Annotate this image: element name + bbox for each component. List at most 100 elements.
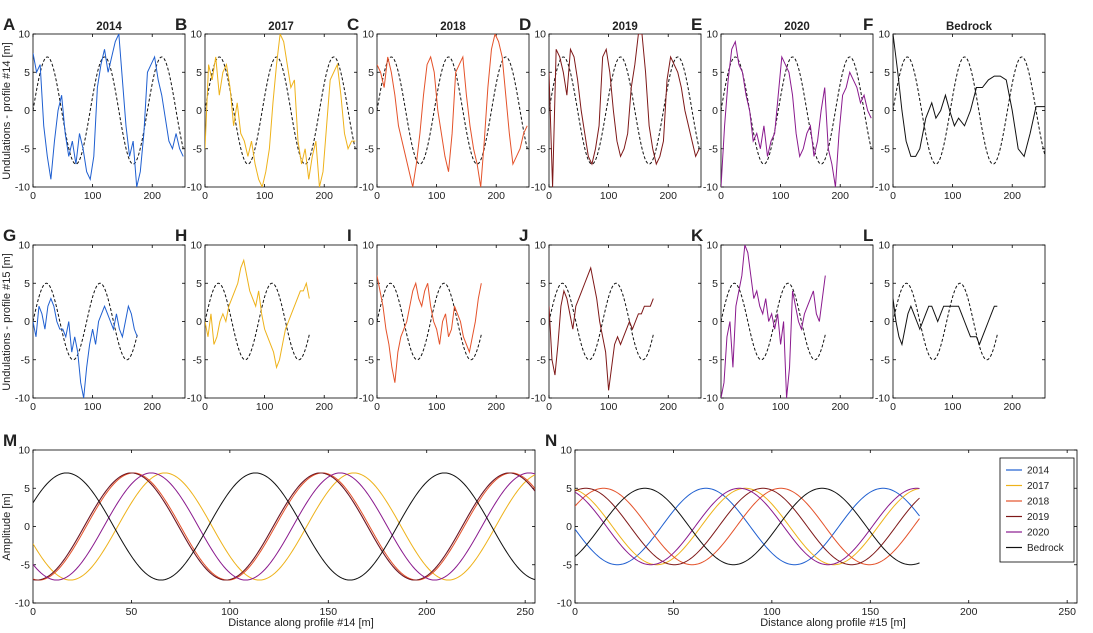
p14-E-letter: E	[691, 15, 702, 34]
amp-M-ytick-label: 10	[18, 445, 30, 457]
p14-D-letter: D	[519, 15, 531, 34]
p15-H-xtick-label: 200	[315, 401, 333, 413]
p15-I-ytick-label: 0	[368, 316, 374, 328]
p15-J-ytick-label: 10	[534, 240, 546, 252]
p15-H-xtick-label: 0	[202, 401, 208, 413]
p15-J-ytick-label: -10	[531, 393, 546, 405]
p14-F-xtick-label: 200	[1003, 190, 1021, 202]
p15-G-ytick-label: 10	[18, 240, 30, 252]
amp-M-ytick-label: 0	[24, 521, 30, 533]
p14-E-xtick-label: 0	[718, 190, 724, 202]
p14-D-ytick-label: 0	[540, 105, 546, 117]
y-label-amplitude: Amplitude [m]	[1, 493, 13, 560]
p14-D-series-line	[549, 34, 700, 187]
amp-M-curve-2020	[33, 472, 535, 581]
p14-E-title: 2020	[784, 21, 810, 33]
p15-G-ytick-label: 0	[24, 316, 30, 328]
p15-J-ytick-label: 0	[540, 316, 546, 328]
p14-A-xtick-label: 100	[84, 190, 102, 202]
p15-J-xtick-label: 200	[659, 401, 677, 413]
legend: 2014 2017 2018 2019 2020 Bedrock	[999, 457, 1075, 563]
amp-N-xtick-label: 100	[763, 606, 781, 618]
p14-E-sine-fit	[721, 56, 872, 165]
amp-M-curve-bedrock	[33, 472, 535, 581]
p14-C-ytick-label: 10	[362, 29, 374, 41]
p15-J-xtick-label: 0	[546, 401, 552, 413]
p15-G-series-line	[33, 297, 138, 398]
p15-I-sine-fit	[377, 282, 482, 361]
amp-N-xtick-label: 200	[960, 606, 978, 618]
p14-D-sine-fit	[549, 56, 700, 165]
p14-F-ytick-label: 10	[878, 29, 890, 41]
legend-label-2014: 2014	[1027, 466, 1050, 477]
p15-G-xtick-label: 200	[143, 401, 161, 413]
p15-I-letter: I	[347, 226, 352, 245]
p15-K-ytick-label: 10	[706, 240, 718, 252]
p14-E-series-line	[721, 39, 872, 187]
p14-A-ytick-label: 0	[24, 105, 30, 117]
p14-A-ytick-label: 5	[24, 67, 30, 79]
amp-N-ytick-label: 10	[560, 445, 572, 457]
amp-M-xtick-label: 250	[516, 606, 534, 618]
p14-B-letter: B	[175, 15, 187, 34]
amp-M-curve-2019	[33, 472, 535, 581]
p15-H-xtick-label: 100	[256, 401, 274, 413]
p14-F-ytick-label: 0	[884, 105, 890, 117]
p15-I-series-line	[377, 275, 482, 383]
amp-M-ytick-label: -5	[21, 559, 30, 571]
p15-I-ytick-label: 5	[368, 278, 374, 290]
p15-L-ytick-label: -5	[881, 354, 890, 366]
p15-K-ytick-label: -5	[709, 354, 718, 366]
p14-F-ytick-label: -5	[881, 143, 890, 155]
p15-H-sine-fit	[205, 282, 310, 361]
p14-C-ytick-label: -5	[365, 143, 374, 155]
amp-M-xtick-label: 100	[221, 606, 239, 618]
p14-D-ytick-label: -10	[531, 182, 546, 194]
p14-C-ytick-label: 5	[368, 67, 374, 79]
amp-M-xtick-label: 50	[126, 606, 138, 618]
p14-D-xtick-label: 0	[546, 190, 552, 202]
p14-C-title: 2018	[440, 21, 466, 33]
p14-B-ytick-label: 5	[196, 67, 202, 79]
p14-A-xtick-label: 0	[30, 190, 36, 202]
p15-K-ytick-label: 0	[712, 316, 718, 328]
p15-L-series-line	[893, 298, 998, 347]
amp-N-xtick-label: 0	[572, 606, 578, 618]
amp-M-curve-2017	[33, 472, 535, 581]
p14-F-xtick-label: 0	[890, 190, 896, 202]
p14-E-ytick-label: -10	[703, 182, 718, 194]
amp-N-ytick-label: -5	[563, 559, 572, 571]
amp-N-curve-2018	[575, 487, 920, 566]
p15-K-xtick-label: 100	[772, 401, 790, 413]
amp-N-curve-2014	[575, 487, 920, 566]
p15-L-ytick-label: 0	[884, 316, 890, 328]
p15-K-series-line	[721, 245, 826, 398]
amp-N-letter: N	[545, 431, 557, 450]
p15-J-ytick-label: 5	[540, 278, 546, 290]
p15-L-ytick-label: 10	[878, 240, 890, 252]
legend-label-2018: 2018	[1027, 497, 1050, 508]
p15-J-xtick-label: 100	[600, 401, 618, 413]
p14-E-xtick-label: 200	[831, 190, 849, 202]
p14-B-xtick-label: 100	[256, 190, 274, 202]
p14-B-ytick-label: -10	[187, 182, 202, 194]
p15-L-sine-fit	[893, 282, 998, 361]
p14-A-xtick-label: 200	[143, 190, 161, 202]
amp-M-ytick-label: 5	[24, 483, 30, 495]
p14-C-xtick-label: 0	[374, 190, 380, 202]
p15-I-ytick-label: -10	[359, 393, 374, 405]
p14-B-xtick-label: 200	[315, 190, 333, 202]
p15-G-ytick-label: -10	[15, 393, 30, 405]
p15-L-xtick-label: 0	[890, 401, 896, 413]
amp-M-ytick-label: -10	[15, 598, 30, 610]
p14-D-title: 2019	[612, 21, 638, 33]
legend-label-2020: 2020	[1027, 528, 1050, 539]
p15-G-ytick-label: -5	[21, 354, 30, 366]
p14-D-xtick-label: 100	[600, 190, 618, 202]
p14-E-ytick-label: 5	[712, 67, 718, 79]
p14-B-title: 2017	[268, 21, 294, 33]
p15-I-xtick-label: 0	[374, 401, 380, 413]
